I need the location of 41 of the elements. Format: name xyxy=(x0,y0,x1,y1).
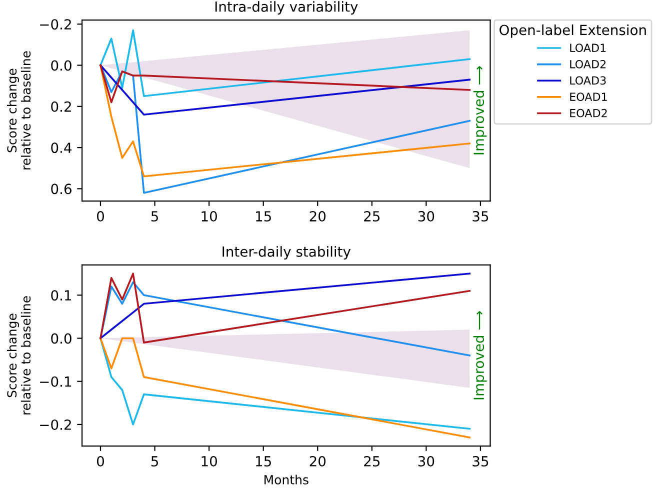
x-tick-label: 25 xyxy=(364,211,380,222)
x-tick-label: 10 xyxy=(202,456,217,467)
y-tick-label: 0.0 xyxy=(51,60,72,71)
chart-title: Inter-daily stability xyxy=(222,246,351,260)
x-tick-label: 15 xyxy=(256,211,271,222)
x-tick-label: 0 xyxy=(96,211,104,222)
annotation: Improved ⟶ xyxy=(473,311,487,400)
y-tick-label: 0.1 xyxy=(51,290,72,301)
y-axis-title: Score change relative to baseline xyxy=(6,296,31,414)
y-tick-label: 0.4 xyxy=(51,142,72,154)
line-series xyxy=(100,29,471,98)
x-tick-label: 35 xyxy=(472,456,488,467)
x-axis-title: Months xyxy=(264,474,308,484)
line-series xyxy=(100,281,471,356)
y-tick-label: 0.0 xyxy=(51,333,72,344)
y-tick-label: −0.1 xyxy=(40,376,72,387)
x-tick-label: 25 xyxy=(364,456,380,467)
x-tick-label: 15 xyxy=(256,456,271,467)
x-tick-label: 35 xyxy=(472,211,488,222)
x-tick-label: 30 xyxy=(418,211,434,222)
x-tick-label: 20 xyxy=(310,211,326,222)
x-tick-label: 5 xyxy=(151,211,158,222)
y-tick-label: −0.2 xyxy=(40,19,71,30)
x-tick-label: 20 xyxy=(310,456,326,467)
x-tick-label: 10 xyxy=(202,211,217,222)
legend-title: Open-label Extension xyxy=(500,24,646,38)
annotation: Improved ⟶ xyxy=(473,66,487,154)
chart-title: Intra-daily variability xyxy=(215,1,358,15)
x-tick-label: 5 xyxy=(151,456,158,467)
legend-label: LOAD2 xyxy=(570,60,606,68)
legend-label: LOAD3 xyxy=(570,76,606,85)
y-tick-label: 0.2 xyxy=(51,101,71,112)
legend-label: LOAD1 xyxy=(570,44,606,52)
y-axis-title: Score change relative to baseline xyxy=(6,51,31,170)
x-tick-label: 30 xyxy=(418,456,434,467)
legend-label: EOAD1 xyxy=(570,92,607,101)
x-tick-label: 0 xyxy=(96,456,104,467)
y-tick-label: 0.6 xyxy=(51,184,72,194)
y-tick-label: −0.2 xyxy=(40,419,71,430)
line-series xyxy=(100,64,471,104)
legend-label: EOAD2 xyxy=(570,108,607,118)
